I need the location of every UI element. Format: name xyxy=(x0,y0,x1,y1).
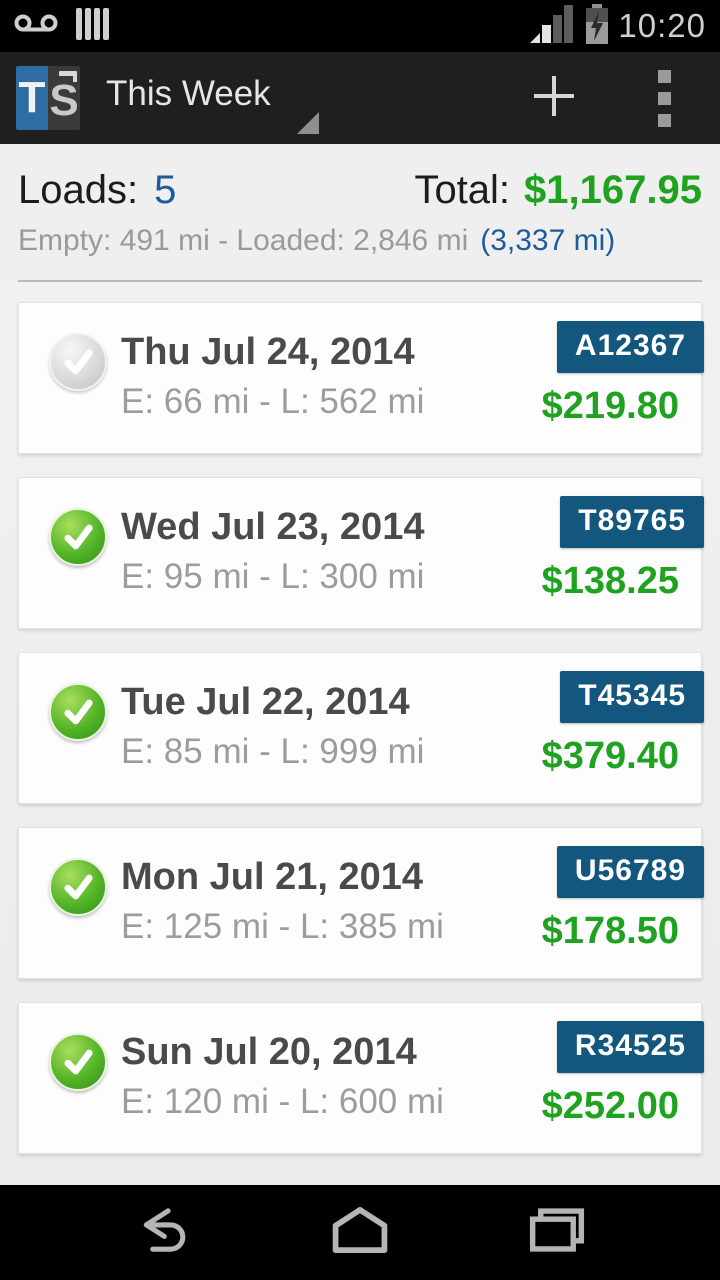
load-list: Thu Jul 24, 2014 E: 66 mi - L: 562 mi A1… xyxy=(0,282,720,1185)
clock-text: 10:20 xyxy=(618,7,706,44)
load-ref-badge: T89765 xyxy=(560,496,704,548)
logo-truck-icon xyxy=(59,71,77,82)
loads-label: Loads: xyxy=(18,168,139,212)
summary-panel: Loads: 5 Total: $1,167.95 Empty: 491 mi … xyxy=(0,144,720,282)
home-button[interactable] xyxy=(312,1193,408,1273)
load-amount: $252.00 xyxy=(541,1085,679,1127)
add-load-button[interactable] xyxy=(514,58,594,138)
load-ref-badge: A12367 xyxy=(556,321,704,373)
load-card[interactable]: Tue Jul 22, 2014 E: 85 mi - L: 999 mi T4… xyxy=(18,652,704,804)
summary-divider xyxy=(18,280,702,282)
load-miles: E: 120 mi - L: 600 mi xyxy=(121,1082,444,1121)
load-miles: E: 125 mi - L: 385 mi xyxy=(121,907,444,946)
logo-letter-t: T xyxy=(16,66,48,130)
overflow-menu-icon xyxy=(657,69,671,127)
recents-icon xyxy=(529,1207,585,1258)
load-ref-badge: U56789 xyxy=(556,846,704,898)
week-spinner[interactable]: This Week xyxy=(106,60,319,136)
plus-icon xyxy=(528,70,580,127)
load-amount: $379.40 xyxy=(541,735,679,777)
check-icon[interactable] xyxy=(49,333,107,391)
load-ref-badge: T45345 xyxy=(560,671,704,723)
load-date: Tue Jul 22, 2014 xyxy=(121,681,410,723)
load-card[interactable]: Wed Jul 23, 2014 E: 95 mi - L: 300 mi T8… xyxy=(18,477,704,629)
load-card[interactable]: Sun Jul 20, 2014 E: 120 mi - L: 600 mi R… xyxy=(18,1002,704,1154)
load-amount: $219.80 xyxy=(541,385,679,427)
load-miles: E: 95 mi - L: 300 mi xyxy=(121,557,425,596)
app-bar: T S This Week xyxy=(0,52,720,144)
back-icon xyxy=(135,1207,191,1258)
load-date: Sun Jul 20, 2014 xyxy=(121,1031,417,1073)
navigation-bar xyxy=(0,1185,720,1280)
back-button[interactable] xyxy=(115,1193,211,1273)
check-icon[interactable] xyxy=(49,858,107,916)
load-ref-badge: R34525 xyxy=(556,1021,704,1073)
load-amount: $178.50 xyxy=(541,910,679,952)
load-date: Wed Jul 23, 2014 xyxy=(121,506,425,548)
app-logo: T S xyxy=(16,66,80,130)
week-spinner-label: This Week xyxy=(106,74,271,113)
load-miles: E: 85 mi - L: 999 mi xyxy=(121,732,425,771)
total-label: Total: xyxy=(414,168,511,212)
load-card[interactable]: Thu Jul 24, 2014 E: 66 mi - L: 562 mi A1… xyxy=(18,302,704,454)
load-miles: E: 66 mi - L: 562 mi xyxy=(121,382,425,421)
load-amount: $138.25 xyxy=(541,560,679,602)
total-value: $1,167.95 xyxy=(524,168,702,212)
recents-button[interactable] xyxy=(509,1193,605,1273)
check-icon[interactable] xyxy=(49,508,107,566)
miles-total: (3,337 mi) xyxy=(480,224,616,257)
load-card[interactable]: Mon Jul 21, 2014 E: 125 mi - L: 385 mi U… xyxy=(18,827,704,979)
battery-charging-icon xyxy=(584,3,610,49)
miles-breakdown: Empty: 491 mi - Loaded: 2,846 mi xyxy=(18,224,469,257)
signal-icon xyxy=(530,4,576,48)
home-icon xyxy=(329,1207,391,1258)
check-icon[interactable] xyxy=(49,683,107,741)
status-bar: 10:20 xyxy=(0,0,720,52)
loads-count: 5 xyxy=(154,168,177,212)
vertical-bars-icon xyxy=(76,7,110,45)
voicemail-icon xyxy=(14,10,58,43)
spinner-caret-icon xyxy=(296,112,319,134)
check-icon[interactable] xyxy=(49,1033,107,1091)
overflow-menu-button[interactable] xyxy=(624,58,704,138)
load-date: Thu Jul 24, 2014 xyxy=(121,331,415,373)
load-date: Mon Jul 21, 2014 xyxy=(121,856,424,898)
